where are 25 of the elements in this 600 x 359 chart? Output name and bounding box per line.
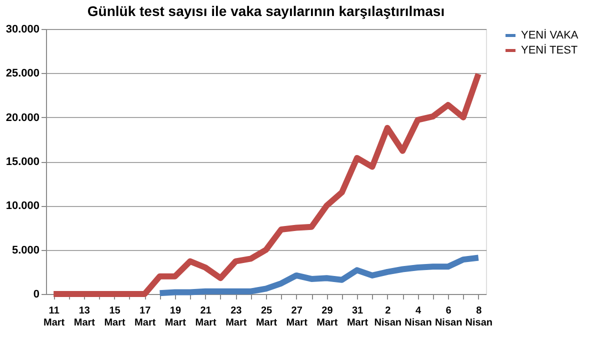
x-tick-label: 2 Nisan [374, 306, 402, 328]
x-tick-label: 23 Mart [226, 306, 248, 328]
legend-label: YENİ VAKA [521, 28, 579, 42]
x-tick-label: 4 Nisan [404, 306, 432, 328]
x-tick-label: 29 Mart [316, 306, 338, 328]
x-tick-label: 8 Nisan [465, 306, 493, 328]
y-tick-label: 15.000 [6, 156, 40, 168]
y-tick-label: 20.000 [6, 112, 40, 124]
x-tick-label: 21 Mart [195, 306, 218, 328]
x-tick-label: 19 Mart [164, 306, 187, 328]
y-tick-label: 30.000 [6, 24, 40, 36]
x-tick-label: 15 Mart [104, 306, 126, 328]
chart-title: Günlük test sayısı ile vaka sayılarının karşılaştırılması [87, 3, 445, 19]
y-tick-label: 5.000 [12, 244, 40, 256]
x-tick-label: 13 Mart [74, 306, 96, 328]
y-tick-label: 0 [33, 288, 40, 300]
x-tick-label: 11 Mart [44, 306, 66, 328]
x-tick-label: 31 Mart [346, 306, 369, 328]
y-tick-label: 10.000 [6, 200, 40, 212]
x-tick-label: 17 Mart [134, 306, 156, 328]
x-tick-label: 25 Mart [256, 306, 278, 328]
x-tick-label: 6 Nisan [434, 306, 462, 328]
y-tick-label: 25.000 [6, 68, 40, 80]
legend-label: YENİ TEST [521, 44, 578, 56]
x-tick-label: 27 Mart [286, 306, 308, 328]
